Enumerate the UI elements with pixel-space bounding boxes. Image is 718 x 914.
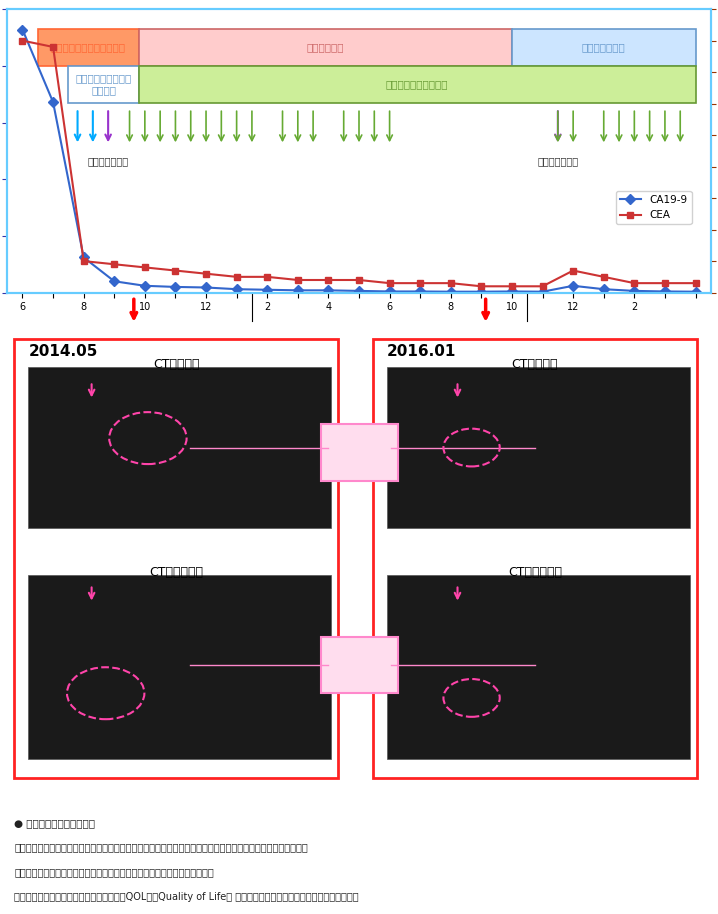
CEA	[416, 278, 424, 289]
CEA	[447, 278, 455, 289]
FancyBboxPatch shape	[321, 636, 398, 693]
CEA	[508, 281, 516, 292]
CEA	[355, 274, 363, 285]
Text: アフェレーシス: アフェレーシス	[88, 156, 129, 166]
CA19-9	[600, 283, 608, 294]
FancyBboxPatch shape	[373, 339, 696, 778]
CEA	[49, 41, 57, 52]
Text: CT　肺転移巣: CT 肺転移巣	[508, 566, 562, 579]
FancyBboxPatch shape	[68, 66, 139, 102]
CA19-9	[416, 286, 424, 297]
FancyBboxPatch shape	[28, 575, 331, 760]
Text: ジェムザール: ジェムザール	[307, 42, 344, 52]
CEA	[141, 262, 149, 273]
FancyBboxPatch shape	[14, 339, 338, 778]
Text: アルファ・ベータＴ
細胞療法: アルファ・ベータＴ 細胞療法	[75, 73, 131, 95]
CEA	[171, 265, 180, 276]
CA19-9	[263, 284, 271, 295]
CA19-9	[508, 286, 516, 297]
CA19-9	[202, 282, 210, 293]
CEA	[324, 274, 332, 285]
Text: CT　原発巣: CT 原発巣	[153, 357, 200, 371]
CA19-9	[171, 282, 180, 292]
CEA	[538, 281, 547, 292]
CEA	[263, 271, 271, 282]
CA19-9	[324, 285, 332, 296]
FancyBboxPatch shape	[28, 367, 331, 528]
CA19-9	[569, 281, 577, 292]
FancyBboxPatch shape	[387, 575, 690, 760]
FancyBboxPatch shape	[139, 66, 696, 102]
Text: 2014.05: 2014.05	[28, 344, 98, 358]
Line: CEA: CEA	[19, 37, 699, 290]
Text: 樹状細胞ワクチン療法: 樹状細胞ワクチン療法	[386, 80, 448, 90]
Text: 大きくならずに
経過: 大きくならずに 経過	[337, 441, 381, 463]
CEA	[691, 278, 700, 289]
CEA	[477, 281, 485, 292]
Text: それ以外は重筄な副作用は見られず、身体への負担がほとんどありません。: それ以外は重筄な副作用は見られず、身体への負担がほとんどありません。	[14, 867, 214, 877]
CA19-9	[691, 286, 700, 297]
Text: 2014: 2014	[37, 344, 69, 354]
Text: 副作用が少ないため、生活の質、いわゆるQOL（＝Quality of Life） を維持しながら治療を続けることも可能です。: 副作用が少ないため、生活の質、いわゆるQOL（＝Quality of Life）…	[14, 892, 359, 901]
Line: CA19-9: CA19-9	[19, 27, 699, 295]
CA19-9	[355, 285, 363, 296]
Text: 大きくならずに
経過: 大きくならずに 経過	[337, 654, 381, 675]
CEA	[110, 259, 118, 270]
CEA	[569, 265, 577, 276]
Legend: CA19-9, CEA: CA19-9, CEA	[616, 191, 691, 224]
CA19-9	[49, 97, 57, 108]
FancyBboxPatch shape	[512, 29, 696, 66]
Text: 2016.01: 2016.01	[387, 344, 457, 358]
CA19-9	[538, 286, 547, 297]
FancyBboxPatch shape	[38, 29, 139, 66]
CA19-9	[80, 252, 88, 263]
CA19-9	[141, 281, 149, 292]
Text: フォルフィリノックス療法: フォルフィリノックス療法	[51, 42, 126, 52]
Text: 2016: 2016	[604, 344, 635, 354]
Text: CT　原発巣: CT 原発巣	[512, 357, 558, 371]
CEA	[294, 274, 302, 285]
CA19-9	[630, 285, 638, 296]
CA19-9	[386, 286, 394, 297]
CA19-9	[233, 283, 241, 294]
Text: CT　肺転移巣: CT 肺転移巣	[149, 566, 203, 579]
CA19-9	[447, 286, 455, 297]
Text: 免疫細胞治療は患者さん自身の免疫細胞を治療に用いるので、軽い発熱、発疹等が見られる場合がありますが、: 免疫細胞治療は患者さん自身の免疫細胞を治療に用いるので、軽い発熱、発疹等が見られ…	[14, 843, 308, 853]
CA19-9	[661, 286, 669, 297]
CEA	[18, 35, 27, 46]
CEA	[630, 278, 638, 289]
CA19-9	[110, 276, 118, 287]
FancyBboxPatch shape	[139, 29, 512, 66]
Text: ● リスク・副作用について: ● リスク・副作用について	[14, 818, 95, 828]
Text: ティーエスワン: ティーエスワン	[582, 42, 625, 52]
CEA	[202, 268, 210, 279]
Text: アフェレーシス: アフェレーシス	[537, 156, 579, 166]
CA19-9	[18, 24, 27, 35]
FancyBboxPatch shape	[387, 367, 690, 528]
CEA	[600, 271, 608, 282]
CEA	[386, 278, 394, 289]
CA19-9	[294, 285, 302, 296]
CEA	[233, 271, 241, 282]
CA19-9	[477, 286, 485, 297]
CEA	[80, 256, 88, 267]
CEA	[661, 278, 669, 289]
FancyBboxPatch shape	[321, 424, 398, 481]
Text: 2015: 2015	[252, 344, 283, 354]
